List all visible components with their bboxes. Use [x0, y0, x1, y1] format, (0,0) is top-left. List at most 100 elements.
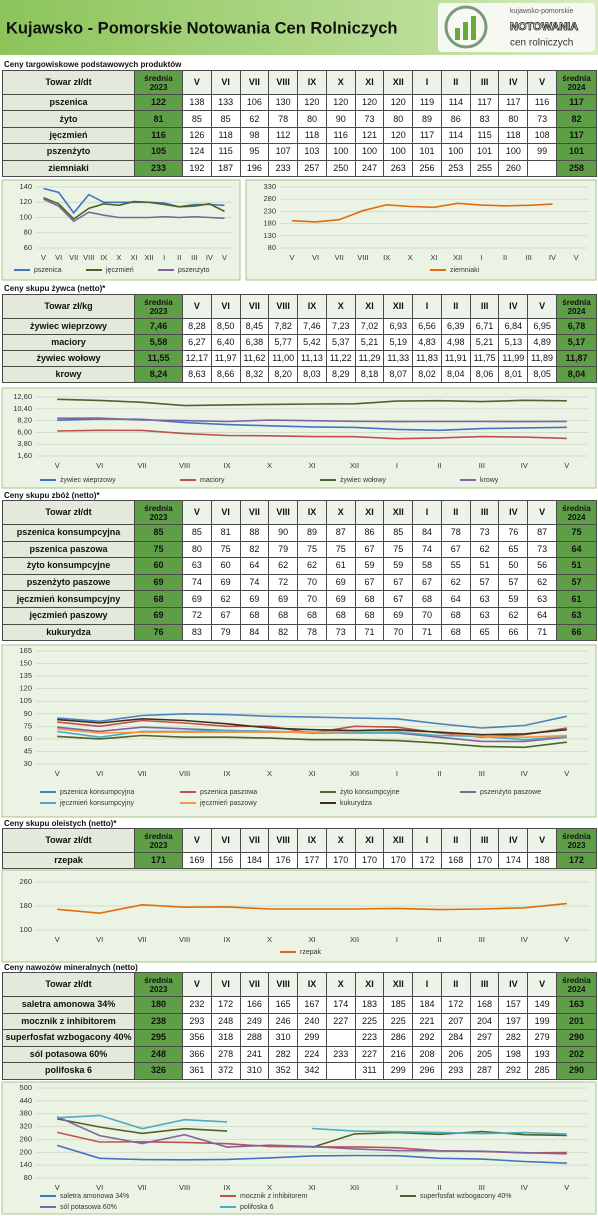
table-cell: 107 [268, 143, 299, 161]
table-cell: 82 [556, 110, 597, 128]
table-cell: 68 [297, 607, 327, 625]
table-header-cell: XII [383, 70, 414, 95]
table-cell: 310 [268, 1029, 299, 1047]
table-cell: 101 [556, 143, 597, 161]
table-cell: 4,98 [440, 334, 471, 351]
table-cell: 278 [210, 1045, 241, 1063]
x-tick-label: VIII [179, 769, 190, 778]
table-cell: 70 [383, 623, 414, 642]
table-cell: 121 [354, 126, 385, 145]
y-tick-label: 12,60 [13, 392, 32, 401]
y-tick-label: 380 [19, 1109, 32, 1118]
table-cell: 227 [354, 1045, 385, 1063]
table-cell: 83 [182, 623, 212, 642]
table-header-cell: VII [239, 70, 270, 95]
table-cell: 68 [325, 607, 356, 625]
table-header-cell: VII [239, 972, 270, 997]
table-cell: 63 [182, 557, 212, 575]
table-cell: 100 [440, 143, 471, 161]
table-cell: 59 [354, 557, 385, 575]
table-cell: 103 [297, 143, 327, 161]
x-tick-label: X [267, 769, 272, 778]
table-cell: 69 [134, 607, 183, 625]
table-cell: polifoska 6 [2, 1062, 135, 1080]
table-header-cell: IV [498, 828, 529, 853]
table-cell: 79 [210, 623, 241, 642]
table-cell: 6,93 [383, 318, 414, 335]
table-cell: 225 [354, 1012, 385, 1030]
table-cell: 87 [325, 524, 356, 542]
table-cell: 187 [210, 159, 241, 177]
table-cell: 115 [210, 143, 241, 161]
table-cell: 67 [354, 573, 385, 592]
table-cell: 163 [556, 996, 597, 1014]
table-cell: 233 [325, 1045, 356, 1063]
page-title: Kujawsko - Pomorskie Notowania Cen Rolni… [6, 19, 398, 37]
table-cell: 65 [469, 623, 500, 642]
table-cell: 6,71 [469, 318, 500, 335]
table-cell: 64 [440, 590, 471, 608]
table-cell: 6,40 [210, 334, 241, 351]
table-cell: 116 [527, 94, 557, 112]
x-tick-label: XII [350, 1183, 359, 1192]
table-cell: 68 [354, 590, 385, 608]
table-cell: 116 [134, 126, 183, 145]
table-header-cell: średnia 2024 [556, 500, 597, 525]
table-header-cell: średnia 2023 [134, 828, 183, 853]
section-title: Ceny skupu oleistych (netto)* [4, 819, 117, 828]
table-cell: 73 [354, 110, 385, 128]
x-tick-label: XI [308, 769, 315, 778]
table-cell: 117 [556, 94, 597, 112]
table-cell: 284 [440, 1029, 471, 1047]
y-tick-label: 200 [19, 1147, 32, 1156]
table-header-cell: Towar zł/kg [2, 294, 135, 319]
y-tick-label: 10,40 [13, 404, 32, 413]
table-cell: 6,27 [182, 334, 212, 351]
table-cell: pszenżyto [2, 143, 135, 161]
y-tick-label: 3,80 [17, 439, 32, 448]
table-cell: 238 [134, 1012, 183, 1030]
table-cell: 7,02 [354, 318, 385, 335]
table-header-cell: średnia 2024 [556, 972, 597, 997]
table-cell: 216 [383, 1045, 414, 1063]
logo-text: kujawsko-pomorskie [510, 8, 574, 15]
x-tick-label: V [564, 935, 569, 944]
x-tick-label: X [267, 935, 272, 944]
table-cell: 248 [210, 1012, 241, 1030]
table-cell: 100 [325, 143, 356, 161]
x-tick-label: II [437, 1183, 441, 1192]
legend-label: żywiec wieprzowy [60, 477, 116, 484]
table-cell: 59 [383, 557, 414, 575]
table-cell: jęczmień paszowy [2, 607, 135, 625]
table-cell: 138 [182, 94, 212, 112]
table-cell: 250 [325, 159, 356, 177]
table-cell: 157 [498, 996, 529, 1014]
table-cell: 80 [498, 110, 529, 128]
table-header-cell: VIII [268, 828, 299, 853]
x-tick-label: V [55, 769, 60, 778]
table-cell: 293 [440, 1062, 471, 1080]
table-cell-empty [527, 159, 557, 177]
legend-label: jęczmień konsumpcyjny [59, 800, 134, 807]
x-tick-label: V [222, 253, 227, 262]
data-line [57, 717, 567, 736]
table-cell: 193 [527, 1045, 557, 1063]
table-cell: 11,87 [556, 350, 597, 367]
table-cell: 73 [527, 110, 557, 128]
y-tick-label: 140 [19, 182, 32, 191]
x-tick-label: XII [350, 935, 359, 944]
table-cell: 120 [383, 94, 414, 112]
x-tick-label: XI [130, 253, 137, 262]
table-cell: 7,46 [297, 318, 327, 335]
table-cell: 62 [210, 590, 241, 608]
table-cell: 62 [268, 557, 299, 575]
y-tick-label: 500 [19, 1083, 32, 1092]
x-tick-label: III [191, 253, 197, 262]
table-cell: 88 [239, 524, 270, 542]
table-cell: 361 [182, 1062, 212, 1080]
table-cell: 8,02 [412, 366, 442, 383]
table-cell: 57 [469, 573, 500, 592]
table-cell: 89 [412, 110, 442, 128]
table-cell: 67 [210, 607, 241, 625]
x-tick-label: X [267, 1183, 272, 1192]
